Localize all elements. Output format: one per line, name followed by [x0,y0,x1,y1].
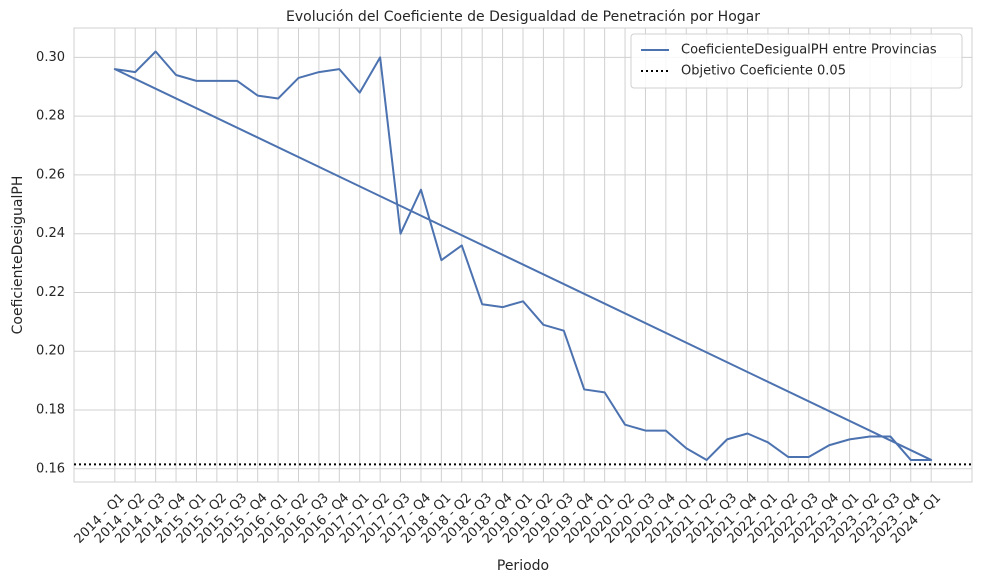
y-tick-label: 0.28 [36,109,65,124]
legend-label: Objetivo Coeficiente 0.05 [681,64,846,79]
y-tick-label: 0.18 [36,403,65,418]
y-tick-label: 0.16 [36,461,65,476]
plot-frame [73,27,973,483]
y-tick-label: 0.24 [36,226,65,241]
legend-label: CoeficienteDesigualPH entre Provincias [681,43,937,58]
y-tick-label: 0.26 [36,167,65,182]
chart-title: Evolución del Coeficiente de Desigualdad… [286,9,760,25]
y-tick-label: 0.30 [36,50,65,65]
legend: CoeficienteDesigualPH entre Provincias Ob… [630,33,963,89]
y-axis-label: CoeficienteDesigualPH [10,176,26,335]
y-tick-label: 0.20 [36,344,65,359]
data-line [113,50,933,461]
x-axis-label: Periodo [497,558,549,574]
legend-box [630,33,963,89]
y-tick-label: 0.22 [36,285,65,300]
